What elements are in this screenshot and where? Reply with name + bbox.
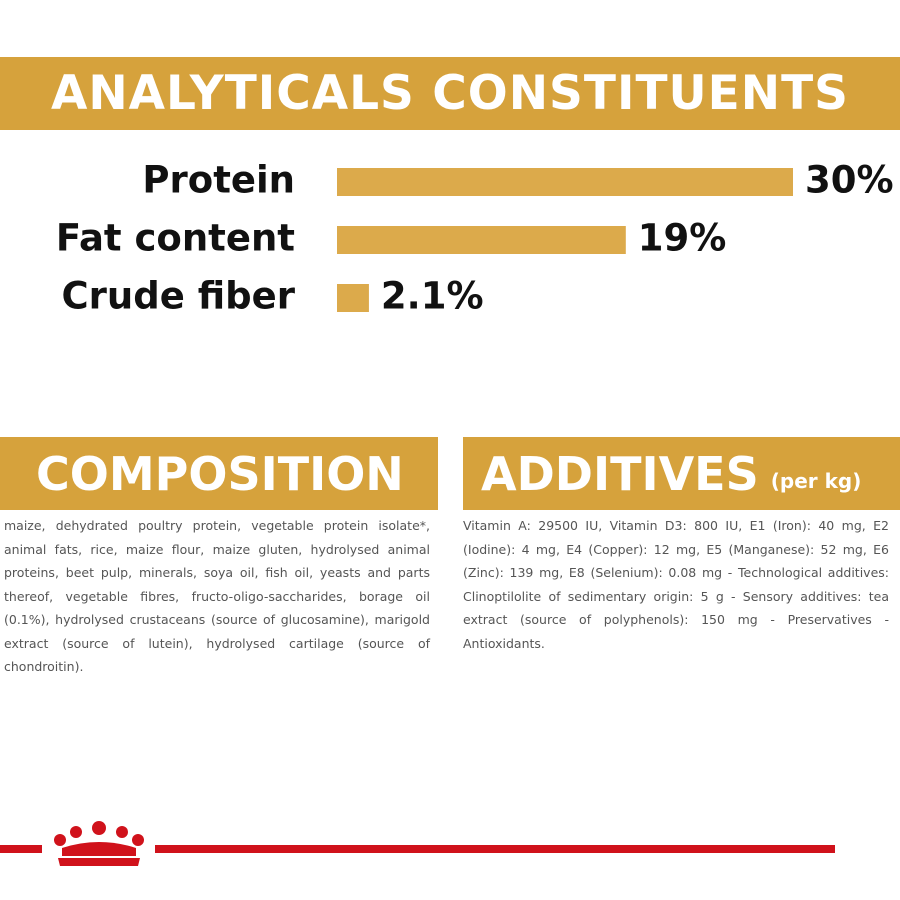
value-label: 30%: [805, 159, 894, 202]
bar: [337, 168, 793, 196]
rule: [0, 845, 42, 853]
logo: [0, 821, 835, 866]
subtitle: (per kg): [770, 468, 862, 493]
rule: [155, 845, 835, 853]
category-label: Crude fiber: [62, 275, 296, 318]
bar: [337, 284, 369, 312]
section-header: ADDITIVES (per kg): [463, 437, 900, 510]
bar: [337, 226, 626, 254]
category-label: Fat content: [56, 217, 295, 260]
section-header: COMPOSITION: [0, 437, 438, 510]
chart: Protein 30% Fat content 19% Crude fiber 2.1%: [56, 159, 894, 318]
crown: [54, 821, 144, 866]
section-header: ANALYTICALS CONSTITUENTS: [0, 57, 900, 130]
title: ADDITIVES: [481, 446, 759, 501]
value-label: 19%: [638, 217, 727, 260]
value-label: 2.1%: [381, 275, 484, 318]
category-label: Protein: [142, 159, 295, 202]
composition-text: maize, dehydrated poultry protein, veget…: [4, 518, 430, 674]
additives-text: Vitamin A: 29500 IU, Vitamin D3: 800 IU,…: [463, 518, 889, 651]
